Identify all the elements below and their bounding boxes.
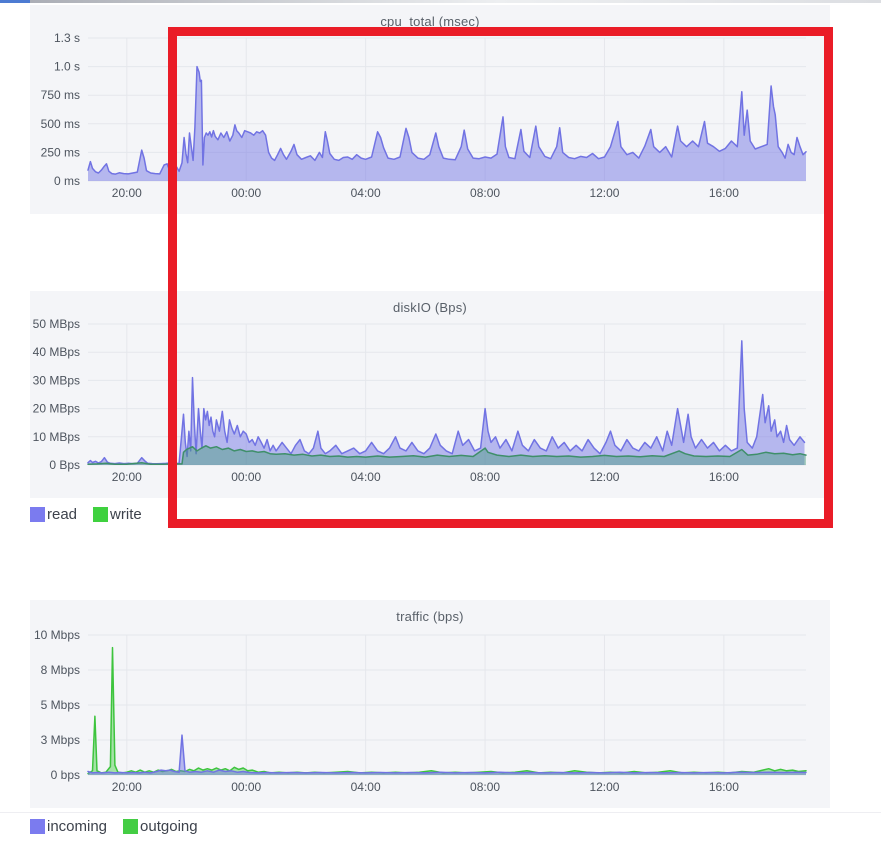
svg-text:00:00: 00:00 <box>231 186 261 200</box>
legend-item-read[interactable]: read <box>30 506 77 523</box>
traffic-chart[interactable]: 0 bps 3 Mbps 5 Mbps 8 Mbps 10 Mbps 20:00 00:00… <box>30 600 830 808</box>
read-swatch-icon <box>30 506 45 522</box>
svg-text:1.0 s: 1.0 s <box>54 60 80 74</box>
read-label: read <box>47 505 78 523</box>
top-loading-bar <box>0 0 881 3</box>
svg-text:10 Mbps: 10 Mbps <box>34 628 80 642</box>
cpu-chart[interactable]: 0 ms 250 ms 500 ms 750 ms 1.0 s 1.3 s 20:00 00:… <box>30 5 830 214</box>
svg-text:40 MBps: 40 MBps <box>33 345 80 359</box>
svg-text:0 ms: 0 ms <box>54 174 80 188</box>
svg-text:20:00: 20:00 <box>112 186 142 200</box>
svg-text:0 Bps: 0 Bps <box>49 458 80 472</box>
svg-text:5 Mbps: 5 Mbps <box>41 698 80 712</box>
svg-text:08:00: 08:00 <box>470 780 500 794</box>
svg-text:1.3 s: 1.3 s <box>54 31 80 45</box>
svg-text:16:00: 16:00 <box>709 780 739 794</box>
section-divider <box>0 812 881 813</box>
outgoing-swatch-icon <box>123 818 139 834</box>
svg-text:10 MBps: 10 MBps <box>33 430 80 444</box>
top-shadow <box>30 0 881 3</box>
legend-item-incoming[interactable]: incoming <box>30 818 107 835</box>
incoming-swatch-icon <box>30 818 45 834</box>
svg-text:08:00: 08:00 <box>470 186 500 200</box>
svg-text:04:00: 04:00 <box>351 470 381 484</box>
svg-text:20:00: 20:00 <box>112 470 142 484</box>
disk-chart-legend: read write <box>30 505 158 523</box>
legend-item-outgoing[interactable]: outgoing <box>123 818 198 835</box>
svg-text:500 ms: 500 ms <box>41 117 80 131</box>
svg-text:04:00: 04:00 <box>351 780 381 794</box>
svg-text:30 MBps: 30 MBps <box>33 373 80 387</box>
svg-text:20:00: 20:00 <box>112 780 142 794</box>
disk-chart[interactable]: 0 Bps 10 MBps 20 MBps 30 MBps 40 MBps 50 MBps… <box>30 291 830 498</box>
svg-text:16:00: 16:00 <box>709 470 739 484</box>
svg-text:250 ms: 250 ms <box>41 145 80 159</box>
write-label: write <box>110 505 142 523</box>
svg-text:16:00: 16:00 <box>709 186 739 200</box>
svg-text:00:00: 00:00 <box>231 470 261 484</box>
svg-text:12:00: 12:00 <box>589 470 619 484</box>
incoming-label: incoming <box>47 817 108 835</box>
traffic-chart-card: traffic (bps) 0 bps 3 Mbps 5 Mbps 8 Mbps 10 … <box>30 600 830 808</box>
outgoing-label: outgoing <box>140 817 198 835</box>
traffic-chart-legend: incoming outgoing <box>30 817 214 835</box>
cpu-chart-title: cpu_total (msec) <box>380 14 480 29</box>
svg-text:04:00: 04:00 <box>351 186 381 200</box>
disk-chart-title: diskIO (Bps) <box>393 300 467 315</box>
svg-text:3 Mbps: 3 Mbps <box>41 733 80 747</box>
svg-text:0 bps: 0 bps <box>51 768 80 782</box>
legend-item-write[interactable]: write <box>93 506 142 523</box>
svg-text:20 MBps: 20 MBps <box>33 402 80 416</box>
svg-text:08:00: 08:00 <box>470 470 500 484</box>
traffic-chart-title: traffic (bps) <box>396 609 464 624</box>
disk-chart-card: diskIO (Bps) 0 Bps 10 MBps 20 MBps 30 MBps 4… <box>30 291 830 498</box>
svg-text:8 Mbps: 8 Mbps <box>41 663 80 677</box>
loading-bar-accent <box>0 0 30 3</box>
write-swatch-icon <box>93 506 109 522</box>
svg-text:00:00: 00:00 <box>231 780 261 794</box>
svg-text:750 ms: 750 ms <box>41 88 80 102</box>
svg-text:12:00: 12:00 <box>589 186 619 200</box>
svg-text:50 MBps: 50 MBps <box>33 317 80 331</box>
svg-text:12:00: 12:00 <box>589 780 619 794</box>
cpu-chart-card: cpu_total (msec) 0 ms 250 ms 500 ms 750 ms 1… <box>30 5 830 214</box>
